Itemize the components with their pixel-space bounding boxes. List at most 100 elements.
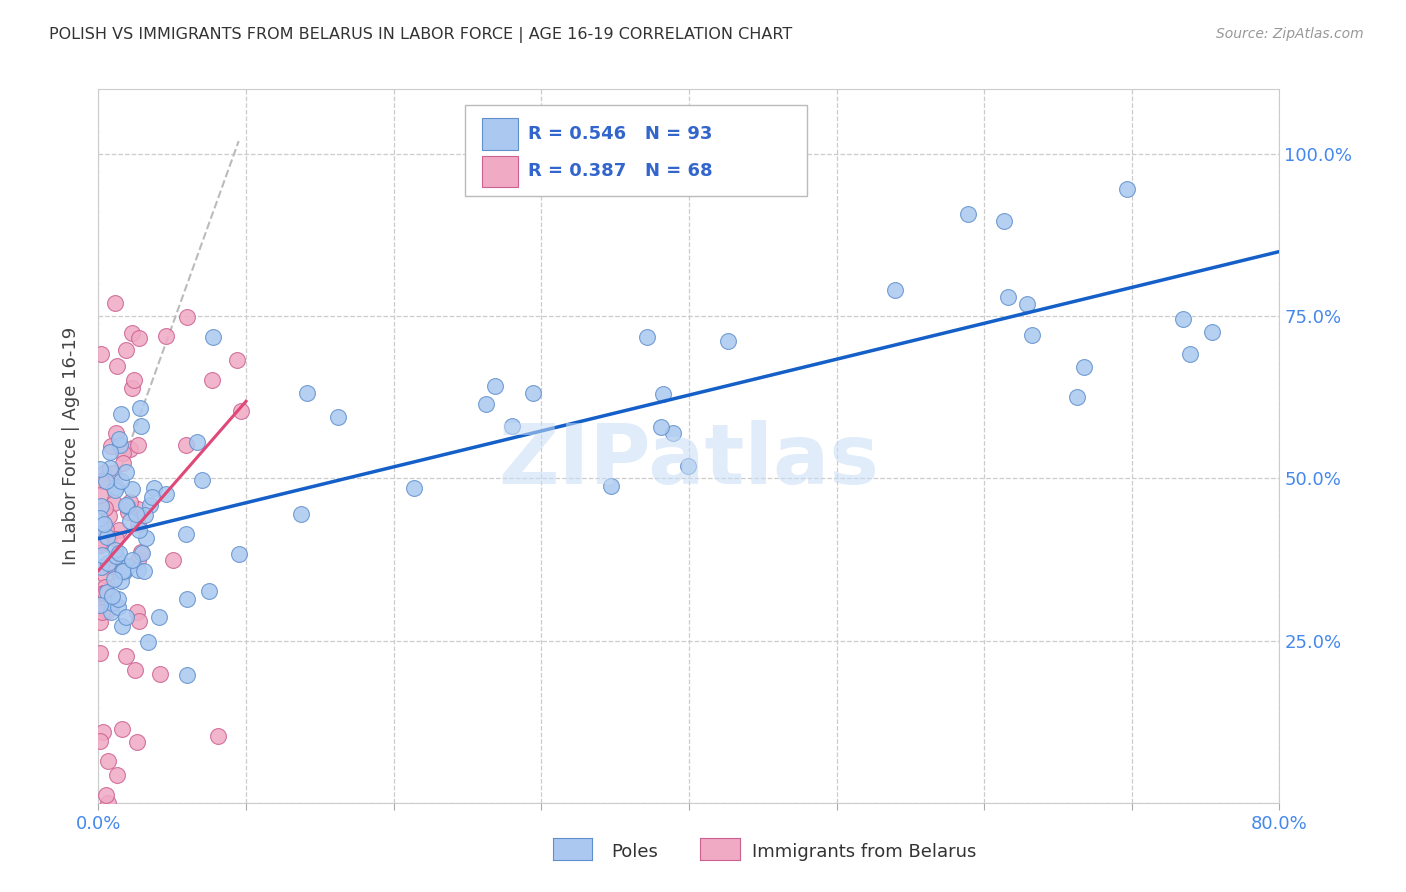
Point bbox=[652, 387, 675, 401]
Point bbox=[94, 475, 117, 489]
Point bbox=[96, 789, 118, 803]
Point bbox=[1021, 328, 1043, 343]
Point bbox=[104, 549, 127, 563]
Point bbox=[104, 543, 127, 558]
Point bbox=[121, 553, 143, 567]
Point bbox=[94, 522, 117, 536]
Point bbox=[201, 373, 224, 387]
Point bbox=[96, 530, 118, 544]
Point bbox=[90, 605, 112, 619]
FancyBboxPatch shape bbox=[482, 119, 517, 150]
FancyBboxPatch shape bbox=[482, 155, 517, 187]
Point bbox=[108, 523, 131, 537]
Point bbox=[207, 729, 229, 743]
Point bbox=[676, 459, 699, 474]
Point bbox=[90, 347, 112, 361]
Point bbox=[134, 508, 156, 523]
Point bbox=[94, 590, 117, 604]
Point bbox=[129, 419, 152, 434]
Point bbox=[141, 491, 163, 505]
Point bbox=[132, 564, 155, 578]
Point bbox=[122, 373, 145, 387]
Point bbox=[94, 568, 117, 582]
Point bbox=[138, 498, 160, 512]
Point bbox=[136, 635, 159, 649]
Point bbox=[107, 432, 129, 446]
Point bbox=[98, 509, 121, 524]
Point bbox=[98, 445, 121, 459]
Point bbox=[120, 442, 142, 456]
Point bbox=[650, 419, 672, 434]
Point bbox=[100, 605, 122, 619]
Point bbox=[111, 564, 134, 578]
Point bbox=[93, 516, 115, 531]
Point bbox=[89, 734, 111, 748]
Text: POLISH VS IMMIGRANTS FROM BELARUS IN LABOR FORCE | AGE 16-19 CORRELATION CHART: POLISH VS IMMIGRANTS FROM BELARUS IN LAB… bbox=[49, 27, 793, 43]
Point bbox=[101, 596, 124, 610]
Point bbox=[127, 437, 149, 451]
Point bbox=[90, 499, 112, 513]
Point bbox=[118, 514, 141, 528]
Point bbox=[202, 330, 225, 344]
Point bbox=[186, 435, 208, 450]
Point bbox=[112, 564, 135, 578]
Point bbox=[103, 295, 125, 310]
Text: R = 0.387   N = 68: R = 0.387 N = 68 bbox=[529, 162, 713, 180]
Point bbox=[105, 768, 128, 782]
Text: ZIPatlas: ZIPatlas bbox=[499, 420, 879, 500]
Point bbox=[115, 500, 138, 514]
Point bbox=[1201, 325, 1223, 339]
Point bbox=[114, 465, 136, 479]
Point bbox=[295, 386, 318, 401]
Point bbox=[110, 475, 132, 489]
Point bbox=[112, 456, 135, 470]
Point bbox=[94, 580, 117, 594]
Point bbox=[662, 425, 685, 440]
Point bbox=[176, 668, 198, 682]
Point bbox=[114, 649, 136, 664]
Point bbox=[228, 547, 250, 561]
Point bbox=[290, 508, 312, 522]
Point bbox=[93, 466, 115, 480]
Point bbox=[108, 437, 131, 451]
Point bbox=[112, 565, 135, 579]
Point bbox=[191, 473, 214, 487]
Y-axis label: In Labor Force | Age 16-19: In Labor Force | Age 16-19 bbox=[62, 326, 80, 566]
Point bbox=[121, 381, 143, 395]
Point bbox=[135, 532, 157, 546]
Point bbox=[143, 481, 166, 495]
FancyBboxPatch shape bbox=[464, 105, 807, 196]
Point bbox=[97, 754, 120, 768]
Point bbox=[1073, 360, 1095, 375]
Point bbox=[93, 586, 115, 600]
Text: R = 0.546   N = 93: R = 0.546 N = 93 bbox=[529, 125, 713, 143]
Point bbox=[155, 487, 177, 501]
Point bbox=[129, 545, 152, 559]
Point bbox=[107, 600, 129, 615]
Point bbox=[90, 559, 112, 574]
Point bbox=[128, 331, 150, 345]
Point bbox=[231, 403, 253, 417]
Point bbox=[148, 610, 170, 624]
Point bbox=[91, 549, 114, 563]
Point bbox=[993, 214, 1015, 228]
Point bbox=[127, 553, 149, 567]
Point bbox=[89, 538, 111, 552]
Text: Source: ZipAtlas.com: Source: ZipAtlas.com bbox=[1216, 27, 1364, 41]
Point bbox=[1066, 390, 1088, 404]
Point bbox=[108, 546, 131, 560]
Point bbox=[883, 283, 905, 297]
Point bbox=[129, 401, 152, 415]
Point bbox=[98, 591, 121, 606]
Point bbox=[174, 438, 197, 452]
Point bbox=[105, 359, 128, 373]
Point bbox=[110, 574, 132, 588]
Point bbox=[474, 397, 496, 411]
Point bbox=[118, 495, 141, 509]
Point bbox=[1017, 297, 1039, 311]
Point bbox=[956, 207, 979, 221]
Point bbox=[91, 724, 114, 739]
Point bbox=[101, 597, 124, 611]
Point bbox=[127, 605, 149, 619]
Point bbox=[110, 407, 132, 421]
